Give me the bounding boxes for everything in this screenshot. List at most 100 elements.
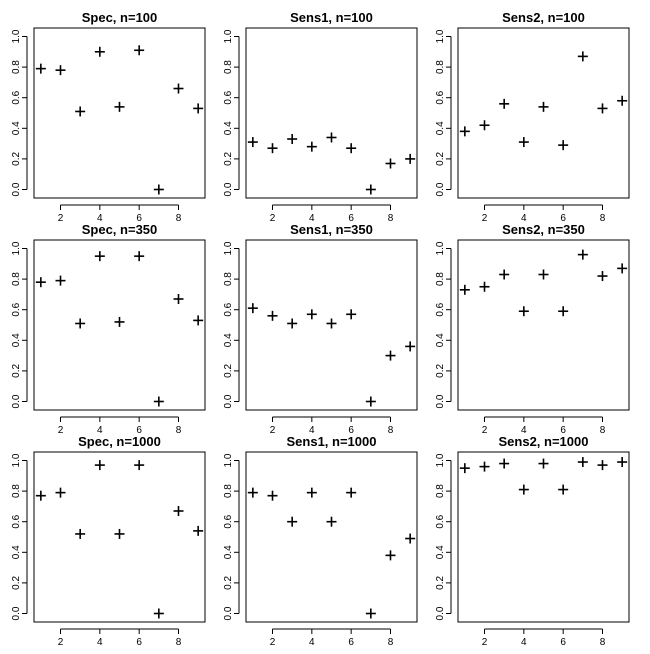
panel-title: Spec, n=100 (82, 10, 158, 25)
scatter-panel: Spec, n=100 0.0 0.2 0.4 0.6 0.8 1.0 2 4 6 8 (11, 10, 206, 224)
panel-title: Sens1, n=1000 (287, 434, 377, 449)
data-point (114, 101, 125, 112)
data-point (247, 137, 258, 148)
x-tick-label: 8 (388, 425, 394, 436)
data-point (405, 341, 416, 352)
data-point (597, 271, 608, 282)
data-point (518, 484, 529, 495)
data-point (94, 460, 105, 471)
y-tick-label: 0.2 (11, 152, 22, 166)
data-point (479, 281, 490, 292)
panel-title: Spec, n=1000 (78, 434, 161, 449)
y-tick-label: 0.4 (435, 545, 446, 559)
data-point (538, 101, 549, 112)
plot-frame (457, 451, 630, 623)
x-tick-label: 4 (309, 637, 315, 648)
data-point (114, 316, 125, 327)
data-point (346, 487, 357, 498)
x-tick-label: 6 (560, 637, 566, 648)
data-point (134, 460, 145, 471)
data-point (385, 350, 396, 361)
x-tick-label: 8 (388, 213, 394, 224)
x-tick-label: 6 (560, 425, 566, 436)
plot-frame (33, 451, 206, 623)
plot-frame (457, 239, 630, 411)
y-tick-label: 0.2 (11, 364, 22, 378)
y-tick-label: 0.8 (435, 484, 446, 498)
panel-title: Sens1, n=100 (290, 10, 373, 25)
data-point (538, 458, 549, 469)
data-point (287, 318, 298, 329)
y-tick-label: 0.8 (435, 272, 446, 286)
data-point (193, 525, 204, 536)
data-point (306, 487, 317, 498)
y-tick-label: 1.0 (11, 29, 22, 43)
y-tick-label: 0.0 (435, 394, 446, 408)
y-tick-label: 0.0 (11, 394, 22, 408)
y-tick-label: 0.2 (435, 364, 446, 378)
plot-frame (245, 239, 418, 411)
y-tick-label: 0.4 (435, 121, 446, 135)
x-tick-label: 2 (58, 213, 64, 224)
scatter-panel: Sens2, n=1000 0.0 0.2 0.4 0.6 0.8 1.0 2 4 6 8 (435, 434, 630, 648)
x-tick-label: 8 (176, 213, 182, 224)
y-tick-label: 0.2 (435, 576, 446, 590)
x-tick-label: 8 (388, 637, 394, 648)
data-point (365, 608, 376, 619)
y-tick-label: 0.8 (11, 60, 22, 74)
x-tick-label: 4 (97, 637, 103, 648)
panel-title: Spec, n=350 (82, 222, 158, 237)
scatter-panel: Spec, n=1000 0.0 0.2 0.4 0.6 0.8 1.0 2 4 6 8 (11, 434, 206, 648)
data-point (499, 269, 510, 280)
x-tick-label: 6 (348, 425, 354, 436)
y-tick-label: 0.6 (223, 90, 234, 104)
scatter-panel: Sens1, n=100 0.0 0.2 0.4 0.6 0.8 1.0 2 4 6 8 (223, 10, 418, 224)
data-point (94, 251, 105, 262)
data-point (558, 306, 569, 317)
x-tick-label: 2 (58, 637, 64, 648)
scatter-panel: Spec, n=350 0.0 0.2 0.4 0.6 0.8 1.0 2 4 6 8 (11, 222, 206, 436)
data-point (346, 309, 357, 320)
x-tick-label: 6 (348, 213, 354, 224)
y-tick-label: 0.2 (223, 364, 234, 378)
y-tick-label: 0.8 (11, 272, 22, 286)
y-tick-label: 0.6 (11, 302, 22, 316)
data-point (173, 83, 184, 94)
data-point (153, 396, 164, 407)
plot-frame (33, 27, 206, 199)
data-point (94, 46, 105, 57)
y-tick-label: 0.6 (11, 90, 22, 104)
y-tick-label: 0.4 (223, 121, 234, 135)
y-tick-label: 0.8 (223, 272, 234, 286)
x-tick-label: 6 (136, 213, 142, 224)
y-tick-label: 0.0 (435, 182, 446, 196)
data-point (75, 106, 86, 117)
data-point (577, 249, 588, 260)
data-point (385, 158, 396, 169)
y-tick-label: 1.0 (11, 453, 22, 467)
y-tick-label: 0.0 (11, 182, 22, 196)
y-tick-label: 0.6 (223, 302, 234, 316)
data-point (385, 550, 396, 561)
x-tick-label: 4 (97, 213, 103, 224)
x-tick-label: 2 (482, 213, 488, 224)
data-point (577, 457, 588, 468)
x-tick-label: 2 (270, 213, 276, 224)
data-point (134, 45, 145, 56)
y-tick-label: 1.0 (435, 29, 446, 43)
y-tick-label: 0.2 (435, 152, 446, 166)
x-tick-label: 4 (521, 213, 527, 224)
scatter-panel: Sens2, n=350 0.0 0.2 0.4 0.6 0.8 1.0 2 4 6 8 (435, 222, 630, 436)
y-tick-label: 0.4 (223, 333, 234, 347)
panel-title: Sens1, n=350 (290, 222, 373, 237)
y-tick-label: 0.4 (11, 333, 22, 347)
y-tick-label: 0.0 (435, 606, 446, 620)
y-tick-label: 1.0 (223, 29, 234, 43)
data-point (55, 65, 66, 76)
data-point (499, 458, 510, 469)
x-tick-label: 8 (600, 637, 606, 648)
y-tick-label: 0.4 (435, 333, 446, 347)
data-point (459, 126, 470, 137)
x-tick-label: 6 (560, 213, 566, 224)
